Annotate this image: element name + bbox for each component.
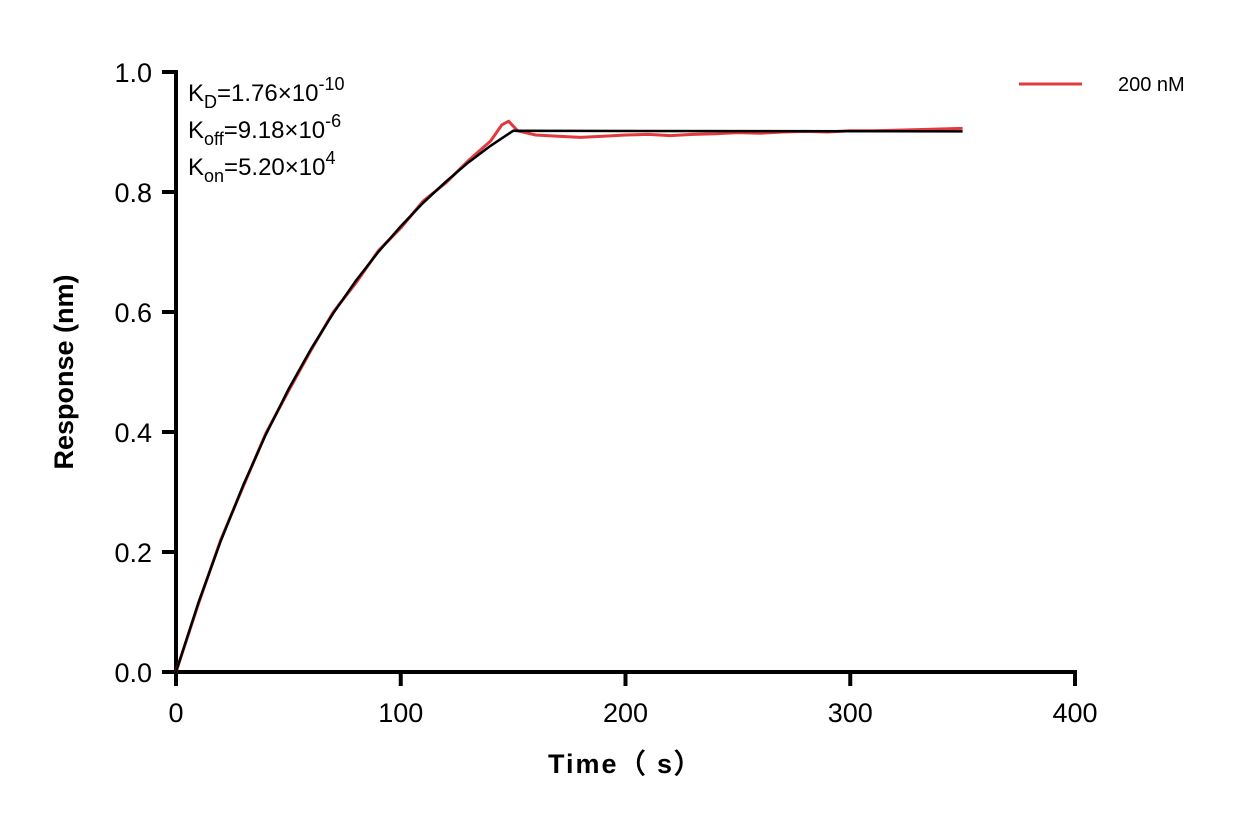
- kinetics-annotation: Kon=5.20×104: [188, 148, 336, 186]
- y-axis-title: Response (nm): [49, 274, 79, 469]
- y-tick-label: 0.4: [114, 418, 152, 448]
- kinetics-annotation: Koff=9.18×10-6: [188, 111, 341, 149]
- x-axis-title: Time（ s）: [548, 749, 703, 779]
- data-series-line: [174, 119, 963, 673]
- y-tick-label: 0.0: [114, 658, 152, 688]
- x-tick-label: 300: [828, 698, 873, 728]
- kinetics-annotation: KD=1.76×10-10: [188, 74, 344, 112]
- fit-line: [174, 129, 963, 673]
- x-tick-label: 0: [168, 698, 183, 728]
- y-tick-label: 0.2: [114, 538, 152, 568]
- x-tick-label: 100: [378, 698, 423, 728]
- y-tick-label: 0.8: [114, 178, 152, 208]
- x-tick-label: 400: [1052, 698, 1097, 728]
- y-tick-label: 1.0: [114, 58, 152, 88]
- x-tick-label: 200: [603, 698, 648, 728]
- y-tick-label: 0.6: [114, 298, 152, 328]
- legend-label: 200 nM: [1118, 74, 1185, 96]
